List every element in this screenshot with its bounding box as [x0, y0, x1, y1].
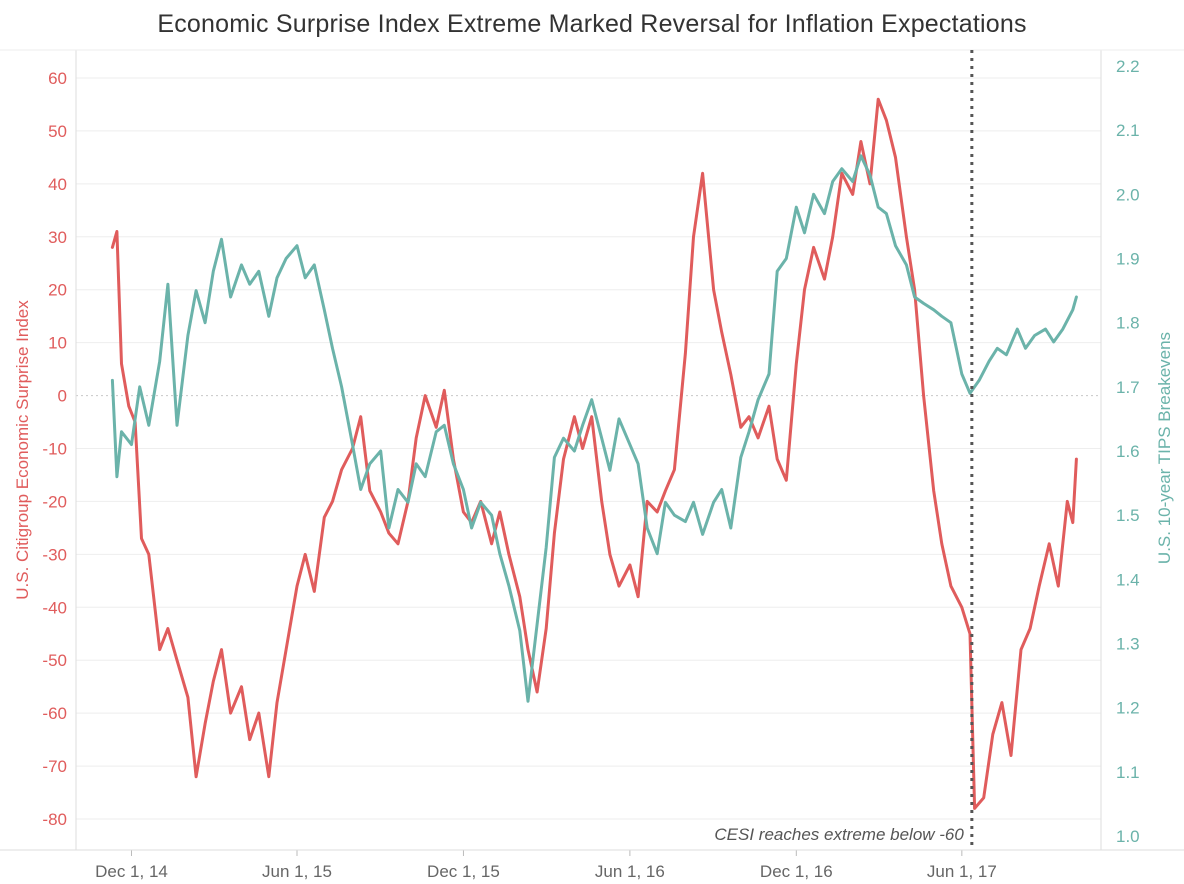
y-left-tick-label: 50	[48, 122, 67, 141]
series-line-cesi	[110, 97, 1078, 810]
y-right-tick-label: 1.2	[1116, 699, 1140, 718]
y-right-axis-title: U.S. 10-year TIPS Breakevens	[1155, 332, 1174, 564]
y-left-tick-label: 20	[48, 281, 67, 300]
y-left-tick-label: 30	[48, 228, 67, 247]
y-left-tick-label: -70	[42, 757, 67, 776]
axes	[0, 49, 1184, 856]
y-right-tick-label: 1.5	[1116, 506, 1140, 525]
y-right-tick-label: 1.3	[1116, 635, 1140, 654]
y-left-tick-label: -60	[42, 704, 67, 723]
y-right-tick-label: 1.6	[1116, 442, 1140, 461]
series-layer	[110, 97, 1078, 810]
y-right-tick-label: 2.1	[1116, 121, 1140, 140]
y-right-tick-label: 1.1	[1116, 763, 1140, 782]
plot-background	[76, 50, 1101, 850]
x-tick-label: Jun 1, 16	[595, 862, 665, 881]
y-right-tick-label: 2.2	[1116, 57, 1140, 76]
annotation-text: CESI reaches extreme below -60	[714, 825, 964, 844]
y-right-tick-label: 1.0	[1116, 827, 1140, 846]
y-left-tick-label: -20	[42, 492, 67, 511]
series-line-tips-breakevens	[110, 154, 1078, 703]
x-tick-label: Jun 1, 15	[262, 862, 332, 881]
chart-title: Economic Surprise Index Extreme Marked R…	[157, 10, 1027, 38]
y-right-tick-label: 1.7	[1116, 378, 1140, 397]
x-tick-label: Dec 1, 14	[95, 862, 168, 881]
x-tick-label: Jun 1, 17	[927, 862, 997, 881]
y-left-axis-title: U.S. Citigroup Economic Surprise Index	[13, 300, 32, 600]
y-left-tick-label: 40	[48, 175, 67, 194]
y-left-tick-label: 60	[48, 69, 67, 88]
y-left-tick-label: -50	[42, 651, 67, 670]
y-right-tick-label: 1.8	[1116, 314, 1140, 333]
y-left-tick-label: -40	[42, 598, 67, 617]
labels: 60 50 40 30 20 10 0 -10 -20 -30 -40 -50 -60 -70 -80 2.2…	[13, 50, 1174, 881]
x-tick-label: Dec 1, 15	[427, 862, 500, 881]
x-tick-label: Dec 1, 16	[760, 862, 833, 881]
y-left-tick-label: -80	[42, 810, 67, 829]
y-left-tick-label: -30	[42, 545, 67, 564]
y-left-tick-label: 0	[58, 387, 67, 406]
y-right-tick-label: 2.0	[1116, 185, 1140, 204]
y-left-tick-label: -10	[42, 440, 67, 459]
y-right-tick-label: 1.9	[1116, 250, 1140, 269]
y-left-tick-label: 10	[48, 334, 67, 353]
y-right-tick-label: 1.4	[1116, 570, 1140, 589]
